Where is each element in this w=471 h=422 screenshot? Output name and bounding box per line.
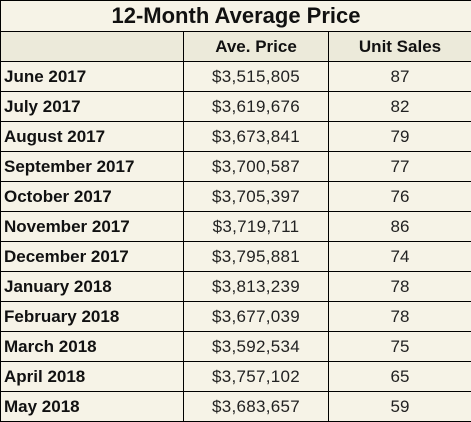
month-cell: November 2017: [1, 212, 184, 242]
month-cell: July 2017: [1, 92, 184, 122]
price-cell: $3,677,039: [184, 302, 329, 332]
month-cell: January 2018: [1, 272, 184, 302]
sales-cell: 76: [329, 182, 471, 212]
price-cell: $3,813,239: [184, 272, 329, 302]
month-cell: February 2018: [1, 302, 184, 332]
header-row: Ave. Price Unit Sales: [1, 32, 471, 62]
month-cell: May 2018: [1, 392, 184, 422]
sales-cell: 75: [329, 332, 471, 362]
sales-cell: 87: [329, 62, 471, 92]
price-cell: $3,619,676: [184, 92, 329, 122]
sales-cell: 77: [329, 152, 471, 182]
month-cell: April 2018: [1, 362, 184, 392]
header-unit-sales: Unit Sales: [329, 32, 471, 62]
sales-cell: 86: [329, 212, 471, 242]
price-cell: $3,673,841: [184, 122, 329, 152]
header-month: [1, 32, 184, 62]
month-cell: December 2017: [1, 242, 184, 272]
table-title: 12-Month Average Price: [1, 1, 471, 32]
price-cell: $3,757,102: [184, 362, 329, 392]
sales-cell: 82: [329, 92, 471, 122]
title-row: 12-Month Average Price: [1, 1, 471, 32]
price-cell: $3,700,587: [184, 152, 329, 182]
month-cell: August 2017: [1, 122, 184, 152]
month-cell: June 2017: [1, 62, 184, 92]
sales-cell: 79: [329, 122, 471, 152]
header-ave-price: Ave. Price: [184, 32, 329, 62]
sales-cell: 78: [329, 302, 471, 332]
sales-cell: 59: [329, 392, 471, 422]
month-cell: October 2017: [1, 182, 184, 212]
sales-cell: 65: [329, 362, 471, 392]
price-cell: $3,705,397: [184, 182, 329, 212]
price-cell: $3,515,805: [184, 62, 329, 92]
price-cell: $3,719,711: [184, 212, 329, 242]
month-cell: September 2017: [1, 152, 184, 182]
price-cell: $3,683,657: [184, 392, 329, 422]
price-cell: $3,795,881: [184, 242, 329, 272]
price-cell: $3,592,534: [184, 332, 329, 362]
sales-cell: 74: [329, 242, 471, 272]
month-cell: March 2018: [1, 332, 184, 362]
sales-cell: 78: [329, 272, 471, 302]
